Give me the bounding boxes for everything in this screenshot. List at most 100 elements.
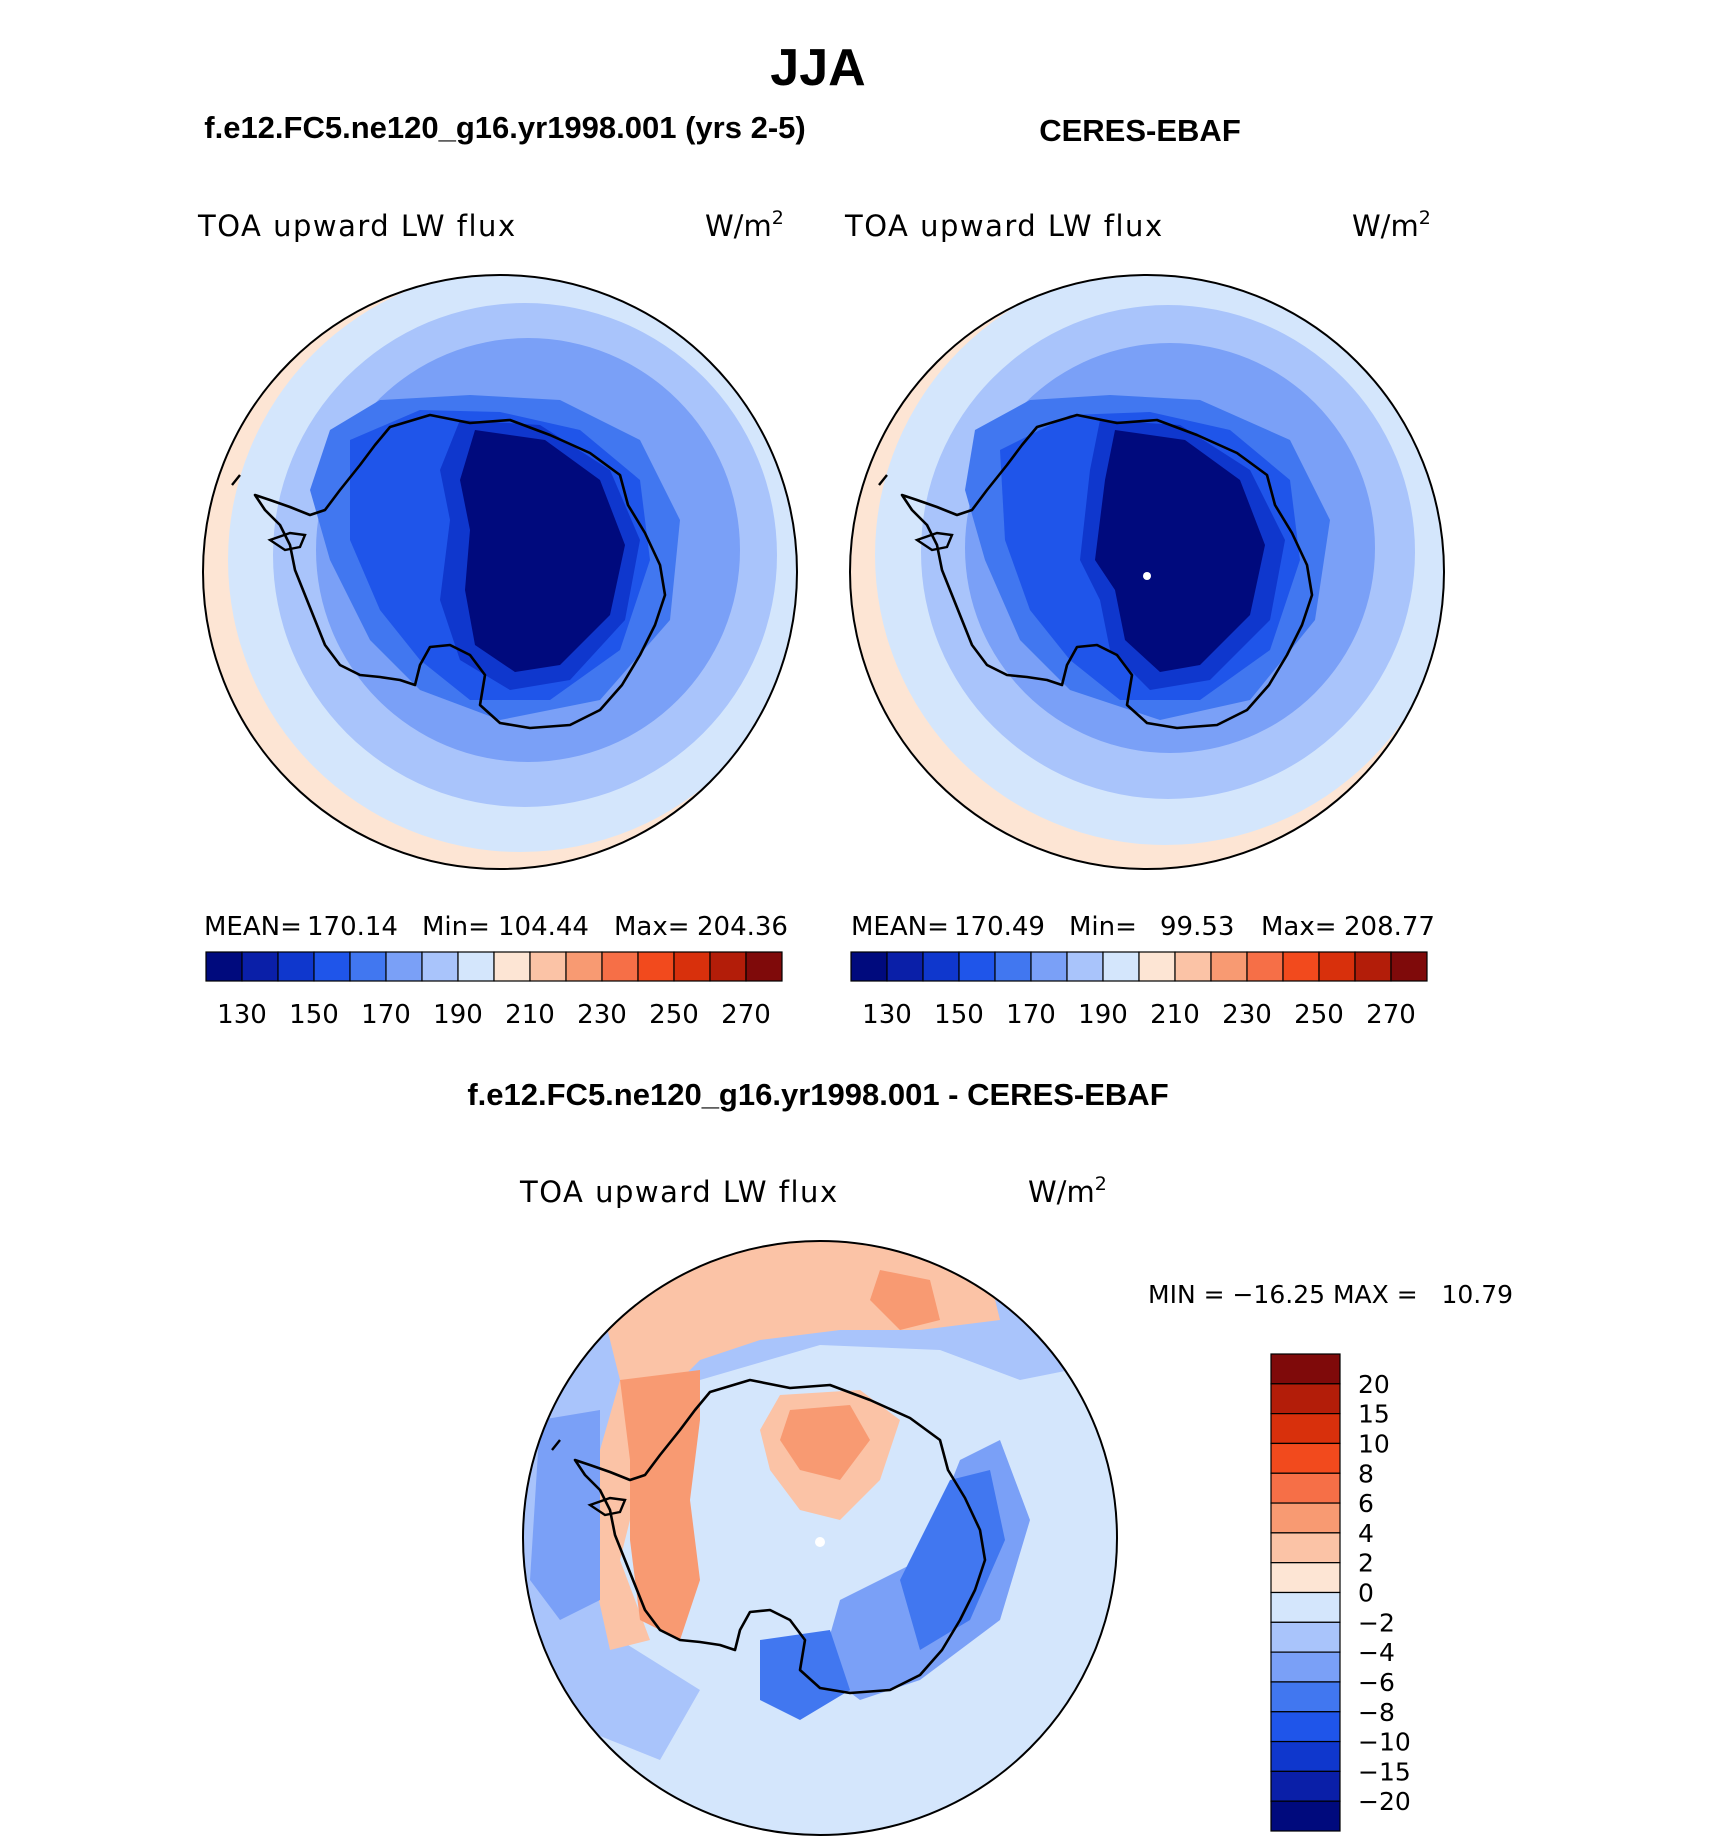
model-colorbar-swatch (601, 951, 639, 982)
diff-colorbar-swatch (1270, 1353, 1341, 1385)
obs-colorbar-swatch (886, 951, 924, 982)
diff-units-exp: 2 (1095, 1173, 1107, 1195)
model-stats: MEAN= 170.14 Min= 104.44 Max= 204.36 (204, 912, 788, 942)
obs-colorbar-swatch (994, 951, 1032, 982)
model-units-base: W/m (705, 209, 772, 243)
diff-colorbar-swatch (1270, 1681, 1341, 1713)
obs-colorbar-tick-label: 250 (1294, 1000, 1344, 1030)
model-colorbar-tick-label: 250 (649, 1000, 699, 1030)
diff-colorbar-swatch (1270, 1532, 1341, 1564)
obs-mean-value: 170.49 (954, 912, 1045, 942)
diff-units-base: W/m (1028, 1175, 1095, 1209)
obs-variable-label: TOA upward LW flux (844, 209, 1164, 243)
model-variable-label: TOA upward LW flux (197, 209, 517, 243)
model-colorbar-swatch (709, 951, 747, 982)
obs-colorbar-swatch (1354, 951, 1392, 982)
model-colorbar-swatch (205, 951, 243, 982)
diff-colorbar-tick-label: −10 (1358, 1728, 1411, 1757)
obs-colorbar-tick-label: 190 (1078, 1000, 1128, 1030)
obs-min-label: Min= (1069, 912, 1137, 942)
diff-colorbar-tick-label: −8 (1358, 1698, 1395, 1727)
obs-min-value: 99.53 (1160, 912, 1234, 942)
obs-map (849, 274, 1445, 870)
obs-colorbar-swatch (1066, 951, 1104, 982)
diff-colorbar-tick-label: 8 (1358, 1459, 1374, 1488)
obs-units-exp: 2 (1419, 207, 1431, 229)
diff-colorbar-tick-label: 20 (1358, 1370, 1390, 1399)
obs-colorbar-swatch (958, 951, 996, 982)
model-mean-label: MEAN= (204, 912, 302, 942)
season-title: JJA (770, 39, 865, 97)
diff-stats: MIN = −16.25 MAX = 10.79 (1148, 1280, 1513, 1309)
model-map (202, 274, 798, 870)
obs-colorbar-swatch (850, 951, 888, 982)
diff-colorbar-tick-label: 0 (1358, 1579, 1374, 1608)
diff-variable-label: TOA upward LW flux (519, 1175, 839, 1209)
model-min-label: Min= (422, 912, 490, 942)
diff-colorbar-tick-label: −6 (1358, 1668, 1395, 1697)
diff-colorbar-tick-label: 6 (1358, 1489, 1374, 1518)
model-colorbar-tick-label: 230 (577, 1000, 627, 1030)
diff-colorbar-tick-label: −2 (1358, 1608, 1395, 1637)
obs-units-base: W/m (1352, 209, 1419, 243)
obs-colorbar: 130 150 170 190 210 230 250 270 (850, 951, 1428, 1030)
model-colorbar-swatch (637, 951, 675, 982)
diff-colorbar-swatch (1270, 1591, 1341, 1623)
model-max-value: 204.36 (697, 912, 788, 942)
obs-colorbar-tick-label: 230 (1222, 1000, 1272, 1030)
obs-colorbar-swatch (1138, 951, 1176, 982)
model-mean-value: 170.14 (307, 912, 398, 942)
obs-colorbar-swatch (1210, 951, 1248, 982)
obs-max-label: Max= (1261, 912, 1337, 942)
obs-mean-label: MEAN= (851, 912, 949, 942)
model-units-label: W/m2 (705, 207, 784, 243)
model-colorbar-swatch (313, 951, 351, 982)
obs-colorbar-tick-label: 270 (1366, 1000, 1416, 1030)
obs-stats: MEAN= 170.49 Min= 99.53 Max= 208.77 (851, 912, 1435, 942)
model-colorbar-swatch (565, 951, 603, 982)
diff-colorbar-swatch (1270, 1800, 1341, 1832)
diff-colorbar-swatch (1270, 1651, 1341, 1683)
obs-colorbar-swatch (1246, 951, 1284, 982)
diff-colorbar-swatch (1270, 1442, 1341, 1474)
diff-colorbar-tick-label: −15 (1358, 1757, 1411, 1786)
obs-colorbar-swatch (922, 951, 960, 982)
model-colorbar-tick-label: 150 (289, 1000, 339, 1030)
obs-colorbar-tick-label: 130 (862, 1000, 912, 1030)
obs-colorbar-swatch (1174, 951, 1212, 982)
model-colorbar-swatch (493, 951, 531, 982)
diff-colorbar-swatch (1270, 1502, 1341, 1534)
model-min-value: 104.44 (498, 912, 589, 942)
obs-max-value: 208.77 (1344, 912, 1435, 942)
obs-units-label: W/m2 (1352, 207, 1431, 243)
diff-colorbar-swatch (1270, 1740, 1341, 1772)
model-colorbar-tick-label: 210 (505, 1000, 555, 1030)
obs-colorbar-tick-label: 170 (1006, 1000, 1056, 1030)
diff-colorbar-tick-label: −20 (1358, 1787, 1411, 1816)
diff-colorbar-swatch (1270, 1472, 1341, 1504)
obs-colorbar-tick-label: 210 (1150, 1000, 1200, 1030)
diff-colorbar-swatch (1270, 1383, 1341, 1415)
model-colorbar-tick-label: 130 (217, 1000, 267, 1030)
model-colorbar-swatch (385, 951, 423, 982)
model-max-label: Max= (614, 912, 690, 942)
diff-colorbar-swatch (1270, 1562, 1341, 1594)
obs-colorbar-swatch (1030, 951, 1068, 982)
diff-colorbar-swatch (1270, 1413, 1341, 1445)
model-panel-header: f.e12.FC5.ne120_g16.yr1998.001 (yrs 2-5) (204, 110, 805, 145)
obs-colorbar-swatch (1282, 951, 1320, 982)
diff-units-label: W/m2 (1028, 1173, 1107, 1209)
diff-colorbar-swatch (1270, 1770, 1341, 1802)
diff-colorbar-tick-label: 2 (1358, 1549, 1374, 1578)
obs-panel-header: CERES-EBAF (1039, 113, 1241, 148)
obs-colorbar-swatch (1102, 951, 1140, 982)
model-colorbar-swatch (277, 951, 315, 982)
diff-colorbar-tick-label: 4 (1358, 1519, 1374, 1548)
diff-colorbar-tick-label: 10 (1358, 1429, 1390, 1458)
diff-colorbar-swatch (1270, 1711, 1341, 1743)
obs-colorbar-tick-label: 150 (934, 1000, 984, 1030)
model-colorbar-swatch (457, 951, 495, 982)
diff-panel-header: f.e12.FC5.ne120_g16.yr1998.001 - CERES-E… (467, 1077, 1168, 1112)
